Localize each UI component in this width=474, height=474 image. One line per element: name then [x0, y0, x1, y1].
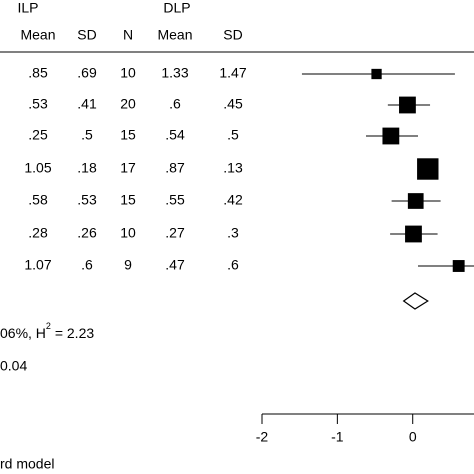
- cell: 10: [120, 65, 136, 81]
- het-text: 06%, H: [0, 325, 46, 341]
- cell: .3: [227, 225, 239, 241]
- cell: .18: [77, 160, 97, 176]
- cell: .6: [227, 257, 239, 273]
- cell: .85: [28, 65, 48, 81]
- effect-square: [382, 127, 400, 145]
- effect-square: [371, 68, 382, 80]
- cell: 15: [120, 192, 136, 208]
- cell: .42: [223, 192, 243, 208]
- group-header: ILP: [17, 0, 38, 16]
- column-header: SD: [223, 27, 242, 43]
- cell: .41: [77, 96, 97, 112]
- cell: 1.33: [161, 65, 188, 81]
- heterogeneity: 06%, H2 = 2.23: [0, 321, 94, 340]
- x-tick-label: -2: [256, 429, 269, 445]
- effect-square: [417, 158, 439, 180]
- column-header: Mean: [157, 27, 192, 43]
- x-tick-label: 0: [409, 429, 417, 445]
- test-line: 0.04: [0, 358, 27, 374]
- cell: .69: [77, 65, 97, 81]
- effect-square: [405, 225, 422, 243]
- cell: .5: [227, 127, 239, 143]
- effect-square: [407, 193, 424, 209]
- cell: .5: [81, 127, 93, 143]
- cell: .25: [28, 127, 48, 143]
- cell: 17: [120, 160, 136, 176]
- cell: .6: [81, 257, 93, 273]
- cell: .26: [77, 225, 97, 241]
- effect-square: [452, 260, 465, 272]
- cell: .6: [169, 96, 181, 112]
- het-sup: 2: [46, 321, 51, 331]
- column-header: N: [123, 27, 133, 43]
- cell: .13: [223, 160, 243, 176]
- cell: .55: [165, 192, 185, 208]
- cell: 15: [120, 127, 136, 143]
- cell: 1.07: [24, 257, 51, 273]
- effect-square: [399, 96, 416, 114]
- cell: 10: [120, 225, 136, 241]
- cell: 1.47: [219, 65, 246, 81]
- column-header: Mean: [20, 27, 55, 43]
- cell: .47: [165, 257, 185, 273]
- cell: .45: [223, 96, 243, 112]
- cell: .58: [28, 192, 48, 208]
- cell: 20: [120, 96, 136, 112]
- het-text: = 2.23: [51, 325, 94, 341]
- cell: .27: [165, 225, 185, 241]
- group-header: DLP: [163, 0, 190, 16]
- cell: 9: [124, 257, 132, 273]
- overall-diamond: [402, 292, 429, 310]
- cell: 1.05: [24, 160, 51, 176]
- column-header: SD: [77, 27, 96, 43]
- cell: .54: [165, 127, 185, 143]
- model-note: rd model: [0, 456, 54, 472]
- cell: .28: [28, 225, 48, 241]
- x-tick-label: -1: [331, 429, 344, 445]
- cell: .53: [77, 192, 97, 208]
- cell: .87: [165, 160, 185, 176]
- cell: .53: [28, 96, 48, 112]
